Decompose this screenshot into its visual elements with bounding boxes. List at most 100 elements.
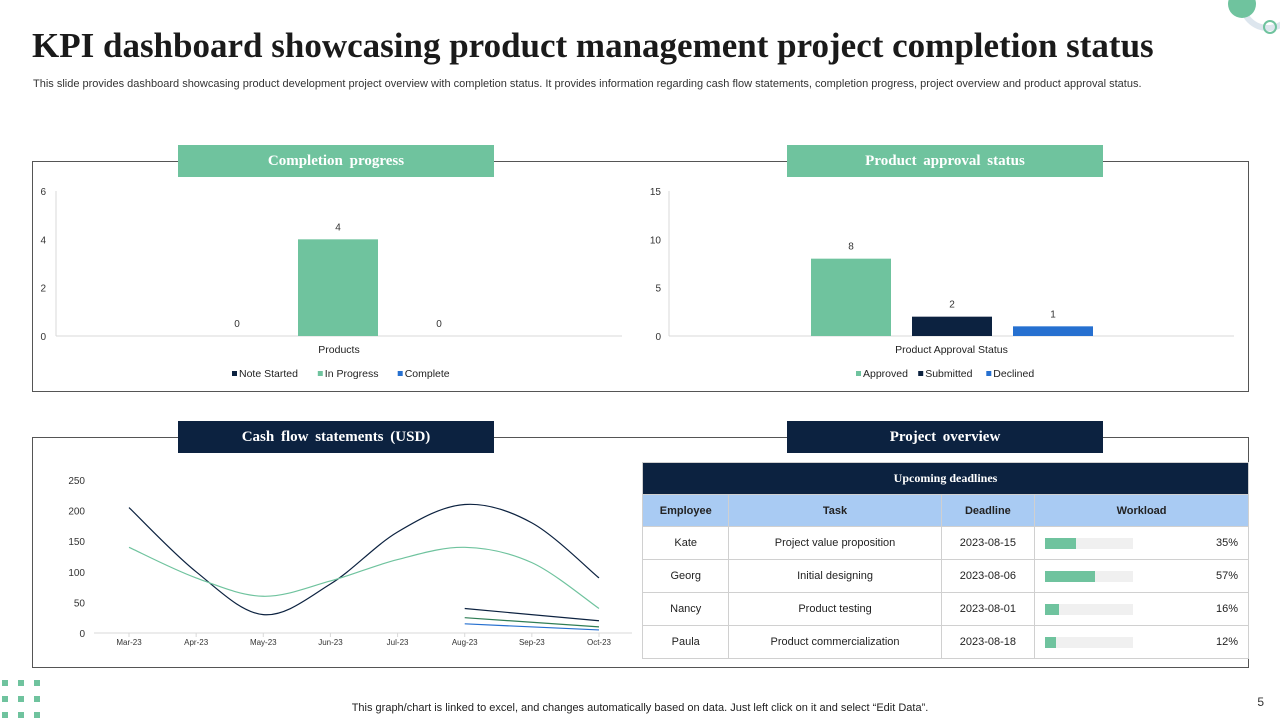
cash-flow-chart[interactable]: 0 50 100 150 200 250 Mar-23 Apr-23 May-23 Jun-23 J… bbox=[34, 458, 638, 663]
y-tick-label: 0 bbox=[655, 332, 661, 343]
workload-cell: 12% bbox=[1034, 625, 1249, 659]
data-label: 0 bbox=[234, 319, 240, 330]
y-tick-label: 15 bbox=[650, 187, 662, 198]
table-row: Kate Project value proposition 2023-08-1… bbox=[641, 526, 1249, 560]
x-tick-label: Aug-23 bbox=[452, 638, 478, 647]
table-row: Georg Initial designing 2023-08-06 57% bbox=[641, 559, 1249, 593]
data-label: 8 bbox=[848, 242, 854, 253]
deadline-cell: 2023-08-01 bbox=[940, 592, 1036, 626]
footer-note: This graph/chart is linked to excel, and… bbox=[351, 702, 929, 714]
data-label: 1 bbox=[1050, 309, 1056, 320]
deadline-cell: 2023-08-18 bbox=[940, 625, 1036, 659]
completion-progress-chart[interactable]: 0 2 4 6 0 4 0 Products Note Started In Progress Co… bbox=[32, 178, 632, 390]
employee-cell: Nancy bbox=[641, 592, 730, 626]
x-tick-label: May-23 bbox=[250, 638, 277, 647]
top-panel bbox=[32, 161, 1249, 392]
cash-flow-title: Cash flow statements (USD) bbox=[178, 421, 494, 453]
product-approval-title: Product approval status bbox=[787, 145, 1103, 177]
employee-cell: Paula bbox=[641, 625, 730, 659]
bar-approved bbox=[811, 258, 891, 336]
table-title: Upcoming deadlines bbox=[642, 462, 1249, 495]
legend-entry: Declined bbox=[993, 368, 1034, 380]
legend-swatch bbox=[986, 371, 992, 376]
x-tick-label: Apr-23 bbox=[184, 638, 209, 647]
bar-in-progress bbox=[298, 239, 378, 336]
legend-swatch bbox=[232, 371, 237, 376]
deadline-cell: 2023-08-15 bbox=[940, 526, 1036, 560]
dot-grid-decoration bbox=[2, 680, 40, 718]
completion-progress-title: Completion progress bbox=[178, 145, 494, 177]
y-tick-label: 150 bbox=[68, 537, 85, 548]
col-header-deadline: Deadline bbox=[940, 494, 1036, 527]
legend-swatch bbox=[918, 371, 924, 376]
legend-entry: Approved bbox=[863, 368, 908, 380]
workload-cell: 35% bbox=[1034, 526, 1249, 560]
task-cell: Product commercialization bbox=[728, 625, 942, 659]
workload-bar-fill bbox=[1045, 570, 1096, 582]
data-label: 2 bbox=[949, 300, 955, 311]
workload-percent: 16% bbox=[1215, 603, 1238, 615]
short-line-1 bbox=[464, 607, 600, 622]
legend-entry: Complete bbox=[405, 368, 450, 380]
col-header-workload: Workload bbox=[1034, 494, 1249, 527]
y-tick-label: 50 bbox=[74, 598, 86, 609]
workload-percent: 12% bbox=[1215, 636, 1238, 648]
page-subtitle: This slide provides dashboard showcasing… bbox=[33, 78, 1142, 90]
task-cell: Product testing bbox=[728, 592, 942, 626]
project-overview-title: Project overview bbox=[787, 421, 1103, 453]
x-tick-label: Oct-23 bbox=[587, 638, 612, 647]
bar-submitted bbox=[912, 316, 992, 336]
task-cell: Initial designing bbox=[728, 559, 942, 593]
workload-percent: 57% bbox=[1215, 570, 1238, 582]
line-series-2 bbox=[128, 546, 600, 610]
task-cell: Project value proposition bbox=[728, 526, 942, 560]
y-tick-label: 0 bbox=[79, 629, 85, 640]
y-tick-label: 0 bbox=[40, 332, 46, 343]
legend-entry: Note Started bbox=[239, 368, 298, 380]
y-tick-label: 4 bbox=[40, 235, 46, 246]
workload-bar bbox=[1045, 537, 1134, 549]
workload-percent: 35% bbox=[1215, 537, 1238, 549]
workload-bar bbox=[1045, 603, 1134, 615]
y-tick-label: 250 bbox=[68, 476, 85, 487]
x-tick-label: Sep-23 bbox=[519, 638, 545, 647]
data-label: 0 bbox=[436, 319, 442, 330]
y-tick-label: 200 bbox=[68, 507, 85, 518]
page-number: 5 bbox=[1257, 695, 1264, 709]
employee-cell: Kate bbox=[641, 526, 730, 560]
table-row: Nancy Product testing 2023-08-01 16% bbox=[641, 592, 1249, 626]
y-tick-label: 6 bbox=[40, 187, 46, 198]
page-title: KPI dashboard showcasing product managem… bbox=[32, 26, 1154, 65]
col-header-task: Task bbox=[728, 494, 942, 527]
x-tick-label: Mar-23 bbox=[116, 638, 142, 647]
workload-bar-fill bbox=[1045, 537, 1076, 549]
data-label: 4 bbox=[335, 222, 341, 233]
table-row: Paula Product commercialization 2023-08-… bbox=[641, 625, 1249, 659]
col-header-employee: Employee bbox=[641, 494, 730, 527]
upcoming-deadlines-table: Upcoming deadlines Employee Task Deadlin… bbox=[641, 462, 1249, 659]
y-tick-label: 2 bbox=[40, 284, 46, 295]
workload-bar-fill bbox=[1045, 603, 1060, 615]
workload-cell: 57% bbox=[1034, 559, 1249, 593]
legend-entry: Submitted bbox=[925, 368, 972, 380]
x-axis-label: Product Approval Status bbox=[895, 344, 1008, 356]
x-tick-label: Jun-23 bbox=[318, 638, 343, 647]
corner-decoration bbox=[1228, 0, 1280, 34]
product-approval-chart[interactable]: 0 5 10 15 8 2 1 Product Approval Status Approved… bbox=[640, 178, 1248, 390]
workload-bar-fill bbox=[1045, 636, 1056, 648]
deadline-cell: 2023-08-06 bbox=[940, 559, 1036, 593]
workload-bar bbox=[1045, 570, 1134, 582]
workload-bar bbox=[1045, 636, 1134, 648]
bar-declined bbox=[1013, 326, 1093, 336]
legend-swatch bbox=[856, 371, 861, 376]
workload-cell: 16% bbox=[1034, 592, 1249, 626]
legend-entry: In Progress bbox=[325, 368, 379, 380]
y-tick-label: 5 bbox=[655, 284, 661, 295]
employee-cell: Georg bbox=[641, 559, 730, 593]
y-tick-label: 10 bbox=[650, 235, 662, 246]
short-line-3 bbox=[464, 623, 600, 631]
legend-swatch bbox=[397, 371, 403, 376]
short-line-2 bbox=[464, 617, 600, 628]
y-tick-label: 100 bbox=[68, 568, 85, 579]
legend-swatch bbox=[317, 371, 323, 376]
